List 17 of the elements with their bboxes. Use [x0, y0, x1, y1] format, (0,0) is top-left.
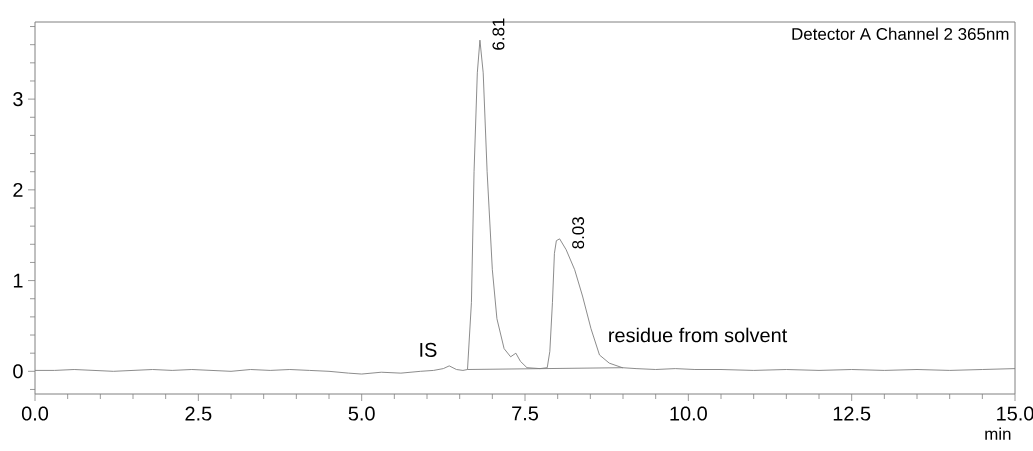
x-tick-label: 15.0 — [997, 406, 1033, 421]
x-tick-label: 7.5 — [512, 406, 539, 421]
annotation: 6.81 — [492, 18, 505, 50]
y-tick-label: 3 — [13, 92, 23, 107]
x-tick-label: 10.0 — [670, 406, 707, 421]
annotation: Detector A Channel 2 365nm — [792, 27, 1009, 40]
y-tick-label: 0 — [13, 364, 23, 379]
x-tick-label: 5.0 — [348, 406, 375, 421]
x-tick-label: 12.5 — [833, 406, 871, 421]
y-tick-label: 2 — [13, 182, 23, 197]
x-tick-label: 0.0 — [21, 406, 49, 421]
annotation: residue from solvent — [609, 327, 788, 343]
x-axis-title: min — [985, 427, 1011, 440]
x-tick-label: 2.5 — [185, 406, 212, 421]
annotation: 8.03 — [572, 217, 585, 249]
y-tick-label: 1 — [13, 273, 23, 288]
annotation: IS — [420, 342, 437, 357]
